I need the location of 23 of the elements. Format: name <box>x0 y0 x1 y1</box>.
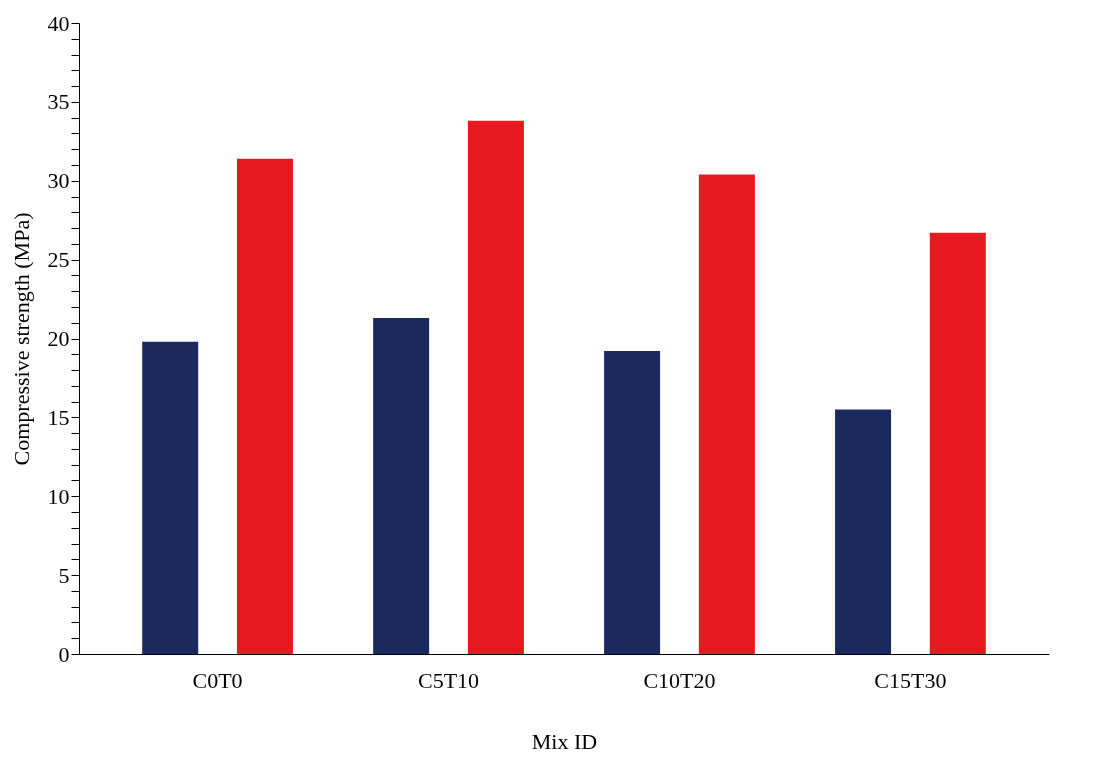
bar <box>467 120 524 654</box>
y-tick-label: 0 <box>58 641 70 667</box>
bar <box>236 158 293 654</box>
x-axis-title: Mix ID <box>531 728 598 754</box>
bar <box>604 351 661 654</box>
y-tick-label: 20 <box>47 326 70 351</box>
bar <box>142 341 199 654</box>
y-tick-label: 15 <box>47 404 70 430</box>
bar <box>929 232 986 654</box>
x-tick-label: C10T20 <box>643 667 716 693</box>
y-axis-title: Compressive strength (MPa) <box>8 212 34 466</box>
y-tick-label: 25 <box>47 247 70 273</box>
bar <box>835 409 892 654</box>
y-tick-label: 35 <box>47 89 70 115</box>
x-tick-label: C0T0 <box>192 667 243 693</box>
y-tick-label: 10 <box>47 483 70 509</box>
bar <box>698 174 755 654</box>
x-tick-label: C5T10 <box>417 667 480 693</box>
bar <box>373 317 430 654</box>
y-tick-label: 40 <box>47 10 70 36</box>
x-tick-label: C15T30 <box>874 667 947 693</box>
y-tick-label: 30 <box>47 168 70 194</box>
y-tick-label: 5 <box>58 562 70 588</box>
